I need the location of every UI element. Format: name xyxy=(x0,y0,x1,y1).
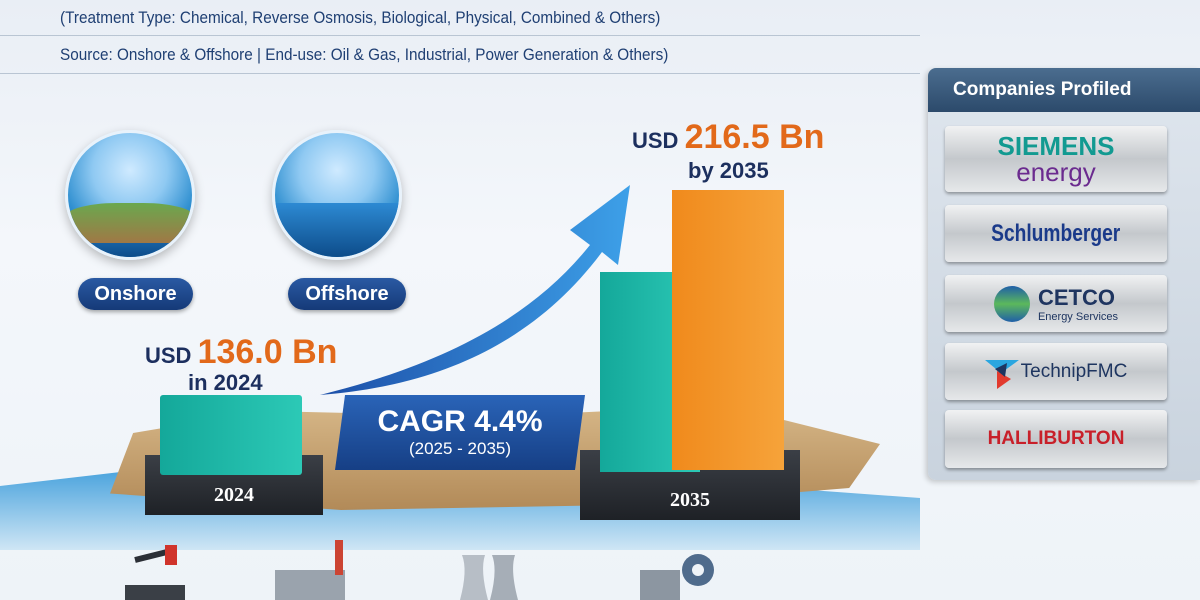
onshore-globe-illustration xyxy=(65,130,195,260)
company-technipfmc: TechnipFMC xyxy=(945,343,1167,400)
caption-2024: in 2024 xyxy=(188,370,263,395)
bar-2035-orange xyxy=(672,190,784,470)
company-name: CETCO xyxy=(1037,284,1115,310)
company-name: Schlumberger xyxy=(991,219,1121,247)
cagr-period: (2025 - 2035) xyxy=(408,439,512,458)
industrial-gear-icon xyxy=(640,554,714,600)
company-siemens-energy: SIEMENS energy xyxy=(945,126,1167,192)
value: 136.0 Bn xyxy=(197,333,338,371)
market-value-2035: USD 216.5 Bn xyxy=(632,118,824,157)
company-name-sub: Energy Services xyxy=(1037,310,1119,323)
growth-arrow-icon xyxy=(320,185,630,395)
company-name: TechnipFMC xyxy=(1020,360,1128,382)
companies-panel: Companies Profiled SIEMENS energy Schlum… xyxy=(928,68,1200,480)
currency: USD xyxy=(632,128,679,153)
divider xyxy=(0,73,920,74)
segment-treatment-type: (Treatment Type: Chemical, Reverse Osmos… xyxy=(60,8,661,27)
technipfmc-logo-icon xyxy=(984,359,1019,389)
cetco-logo-icon xyxy=(993,285,1030,322)
onshore-label: Onshore xyxy=(78,278,193,310)
company-name: HALLIBURTON xyxy=(987,428,1125,449)
market-value-2024: USD 136.0 Bn xyxy=(145,333,337,372)
company-halliburton: HALLIBURTON xyxy=(945,410,1167,468)
offshore-label: Offshore xyxy=(288,278,406,310)
company-name-sub: energy xyxy=(1016,157,1096,187)
segment-source-enduse: Source: Onshore & Offshore | End-use: Oi… xyxy=(60,45,669,64)
power-plant-icon xyxy=(460,555,518,600)
currency: USD xyxy=(145,343,192,368)
divider xyxy=(0,35,920,36)
company-schlumberger: Schlumberger xyxy=(945,205,1167,262)
offshore-globe-illustration xyxy=(272,130,402,260)
value: 216.5 Bn xyxy=(684,118,825,156)
cagr-banner: CAGR 4.4% (2025 - 2035) xyxy=(335,395,585,470)
companies-title: Companies Profiled xyxy=(928,68,1200,112)
company-cetco: CETCO Energy Services xyxy=(945,275,1167,332)
bar-2024 xyxy=(160,395,302,475)
caption-2035: by 2035 xyxy=(688,158,769,183)
oil-pump-icon xyxy=(125,545,185,600)
company-name: SIEMENS xyxy=(997,131,1115,161)
factory-icon xyxy=(275,540,345,600)
cagr-value: CAGR 4.4% xyxy=(377,405,543,438)
